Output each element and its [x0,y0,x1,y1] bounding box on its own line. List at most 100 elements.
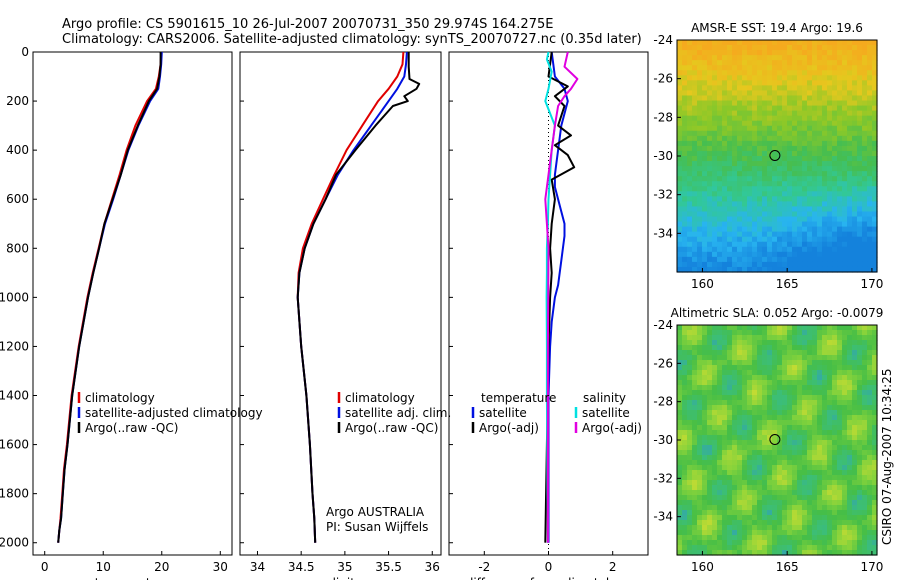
map-cell [707,395,713,401]
map-cell [817,85,823,92]
map-cell [677,400,683,406]
map-cell [732,191,738,197]
map-cell [792,110,798,117]
map-cell [742,216,748,223]
map-cell [737,145,743,152]
map-cell [757,181,763,187]
map-cell [732,540,738,546]
map-cell [812,176,818,182]
map-cell [777,216,783,223]
map-cell [737,500,743,506]
map-cell [827,191,833,197]
map-cell [787,60,793,66]
map-cell [722,60,728,66]
map-cell [837,340,843,346]
map-cell [727,480,733,486]
map-cell [687,520,693,526]
map-cell [767,120,773,127]
map-cell [732,251,738,258]
map-cell [767,505,773,511]
map-cell [837,105,843,112]
map-cell [832,385,838,391]
map-cell [817,430,823,436]
map-cell [732,236,738,243]
x-tick-label-salinity: 35.5 [375,560,402,574]
x-axis-label-salinity: salinity [319,576,362,580]
map-cell [682,485,688,491]
map-cell [867,375,873,381]
map-y-tick-label: -24 [653,33,673,47]
map-cell [852,390,858,396]
map-cell [792,85,798,92]
map-cell [697,335,703,341]
map-cell [707,480,713,486]
map-cell [837,75,843,81]
map-cell [712,525,718,531]
map-cell [757,440,763,446]
map-cell [822,130,828,137]
map-cell [847,45,853,51]
map-cell [807,135,813,142]
map-cell [862,125,868,132]
map-cell [797,90,803,97]
map-cell [717,186,723,192]
map-cell [832,500,838,506]
map-cell [747,540,753,546]
map-cell [677,246,683,253]
map-cell [682,535,688,541]
map-cell [807,520,813,526]
map-cell [687,325,693,331]
map-cell [847,115,853,122]
map-cell [817,171,823,177]
map-cell [702,450,708,456]
map-cell [842,390,848,396]
map-cell [697,355,703,361]
map-cell [807,410,813,416]
map-cell [702,350,708,356]
map-cell [707,150,713,157]
map-cell [872,176,878,182]
map-cell [752,196,758,202]
map-cell [742,520,748,526]
map-cell [742,400,748,406]
map-cell [842,430,848,436]
map-cell [842,380,848,386]
map-cell [682,206,688,213]
map-cell [717,236,723,243]
map-cell [862,191,868,197]
map-cell [702,530,708,536]
map-cell [777,221,783,228]
map-cell [847,226,853,233]
map-cell [857,495,863,501]
map-cell [817,196,823,202]
map-cell [742,385,748,391]
map-cell [682,420,688,426]
map-cell [752,455,758,461]
map-cell [852,340,858,346]
map-cell [732,425,738,431]
map-cell [752,500,758,506]
map-cell [752,80,758,86]
map-cell [842,395,848,401]
map-cell [837,206,843,213]
map-cell [807,191,813,197]
map-cell [762,171,768,177]
map-cell [862,246,868,253]
map-cell [757,545,763,551]
map-cell [752,550,758,556]
map-cell [832,241,838,248]
map-cell [872,375,878,381]
map-cell [847,70,853,76]
map-cell [857,246,863,253]
map-cell [717,505,723,511]
map-cell [872,390,878,396]
map-cell [792,450,798,456]
map-cell [767,365,773,371]
map-cell [832,485,838,491]
map-cell [827,171,833,177]
map-cell [707,415,713,421]
map-cell [782,535,788,541]
map-cell [732,485,738,491]
map-cell [777,191,783,197]
map-cell [807,370,813,376]
